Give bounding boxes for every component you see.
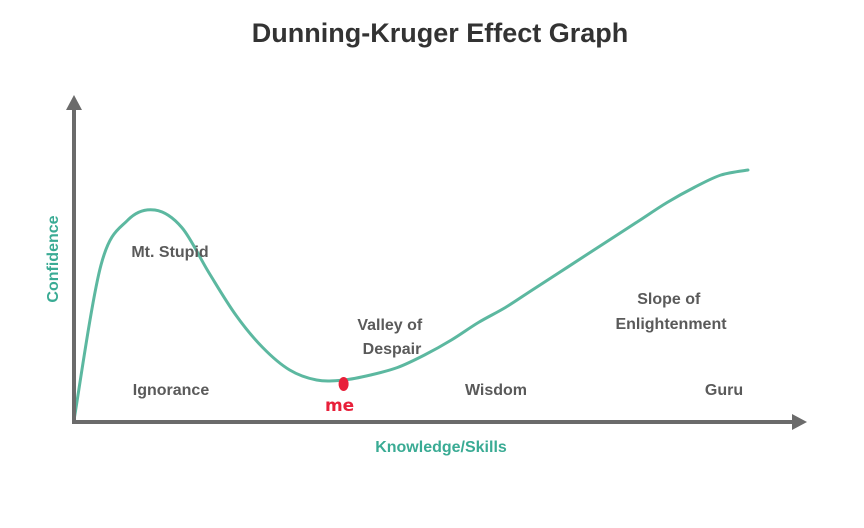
annotation-valley-of-despair: Valley of Despair — [357, 317, 426, 358]
annotation-wisdom: Wisdom — [465, 382, 527, 399]
x-axis-label: Knowledge/Skills — [375, 439, 507, 456]
annotation-slope-line-2: Enlightenment — [615, 316, 727, 333]
me-marker-label: me — [325, 396, 354, 416]
y-axis-arrow — [66, 95, 82, 110]
curve-layer — [72, 168, 750, 422]
me-marker: me — [325, 377, 354, 416]
annotation-guru: Guru — [705, 382, 743, 399]
annotation-slope-line-1: Slope of — [637, 291, 701, 308]
axes — [66, 95, 807, 430]
y-axis-label: Confidence — [45, 215, 62, 302]
annotation-slope-of-enlightenment: Slope of Enlightenment — [615, 291, 727, 333]
x-axis-arrow — [792, 414, 807, 430]
annotation-valley-line-2: Despair — [363, 341, 422, 358]
me-marker-dot — [338, 377, 349, 391]
annotations: Mt. Stupid Valley of Despair Slope of En… — [131, 244, 743, 399]
series-line — [72, 168, 750, 422]
chart-title: Dunning-Kruger Effect Graph — [252, 18, 629, 48]
annotation-ignorance: Ignorance — [133, 382, 210, 399]
annotation-mt-stupid: Mt. Stupid — [131, 244, 208, 261]
annotation-valley-line-1: Valley of — [357, 317, 423, 334]
annotation-mt-stupid-line-1: Mt. Stupid — [131, 244, 208, 261]
